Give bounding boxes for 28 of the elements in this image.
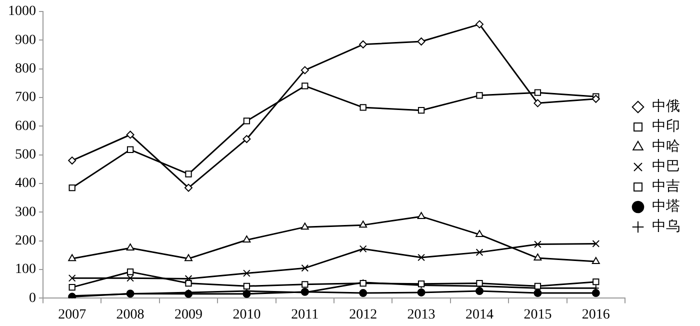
y-tick-label: 400 xyxy=(15,176,36,192)
y-tick-label: 700 xyxy=(15,90,36,106)
legend-label: 中乌 xyxy=(652,218,680,235)
x-tick-label: 2013 xyxy=(407,307,436,322)
y-tick-label: 300 xyxy=(15,204,36,220)
x-tick-label: 2008 xyxy=(116,307,144,322)
x-tick-label: 2015 xyxy=(524,307,552,322)
x-tick-label: 2012 xyxy=(349,307,378,322)
x-tick-label: 2009 xyxy=(174,307,202,322)
x-tick-label: 2010 xyxy=(232,307,261,322)
y-tick-label: 100 xyxy=(15,262,36,278)
y-tick-label: 500 xyxy=(15,147,36,162)
x-tick-label: 2016 xyxy=(582,307,610,322)
legend-label: 中印 xyxy=(652,118,680,135)
y-tick-label: 0 xyxy=(29,290,36,306)
x-tick-label: 2011 xyxy=(291,307,319,322)
legend-label: 中吉 xyxy=(652,178,680,195)
legend-label: 中哈 xyxy=(652,138,680,155)
y-tick-label: 200 xyxy=(15,234,36,249)
x-tick-label: 2014 xyxy=(466,307,494,322)
x-tick-label: 2007 xyxy=(58,307,86,322)
y-tick-label: 900 xyxy=(15,32,36,48)
legend-label: 中俄 xyxy=(652,98,680,115)
legend-label: 中塔 xyxy=(652,198,680,215)
legend-label: 中巴 xyxy=(652,158,680,175)
y-tick-label: 1000 xyxy=(8,4,36,20)
y-tick-label: 800 xyxy=(15,61,36,76)
y-tick-label: 600 xyxy=(15,118,36,134)
